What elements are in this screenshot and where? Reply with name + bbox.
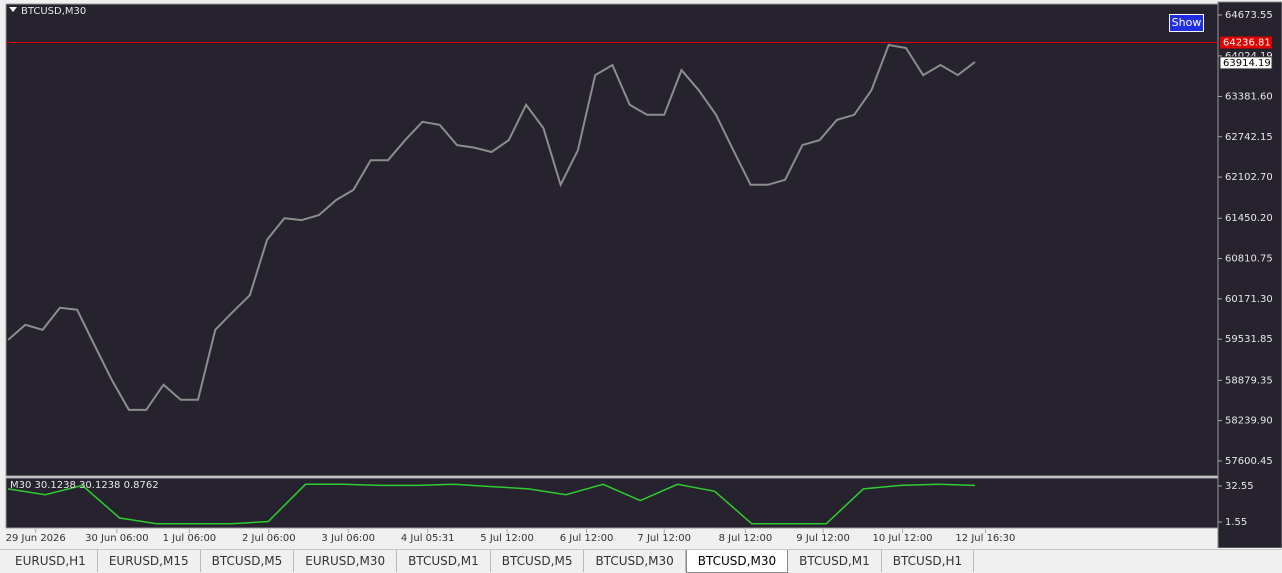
tab[interactable]: BTCUSD,M1	[397, 550, 491, 572]
title-arrow	[9, 7, 17, 12]
bid-label: 64236.81	[1223, 38, 1271, 49]
tab[interactable]: BTCUSD,M30	[685, 550, 789, 573]
tab-bar: EURUSD,H1 EURUSD,M15 BTCUSD,M5 EURUSD,M30 BT…	[0, 549, 1282, 573]
tab[interactable]: EURUSD,H1	[4, 550, 98, 572]
tab[interactable]: BTCUSD,M30	[584, 550, 686, 572]
x-tick-label: 9 Jul 12:00	[796, 533, 850, 544]
x-tick-label: 6 Jul 12:00	[560, 533, 614, 544]
x-tick-label: 8 Jul 12:00	[719, 533, 773, 544]
plot-area	[5, 477, 1219, 529]
y-tick-label: 61450.20	[1225, 213, 1273, 224]
last-label-box	[1219, 56, 1273, 70]
show-button[interactable]: Show	[1169, 14, 1204, 32]
x-tick-label: 1 Jul 06:00	[163, 533, 217, 544]
x-tick-label: 2 Jul 06:00	[242, 533, 296, 544]
y-tick-label: 57600.45	[1225, 456, 1273, 467]
tab[interactable]: EURUSD,M30	[294, 550, 398, 572]
x-tick-label: 5 Jul 12:00	[480, 533, 534, 544]
y-tick-label: 59531.85	[1225, 334, 1273, 345]
tab[interactable]: BTCUSD,M5	[201, 550, 295, 572]
y-tick-label: 64673.55	[1225, 10, 1273, 21]
x-tick-label: 3 Jul 06:00	[321, 533, 375, 544]
tab[interactable]: BTCUSD,M1	[788, 550, 882, 572]
x-tick-label: 30 Jun 06:00	[85, 533, 149, 544]
y-tick-label: 58239.90	[1225, 416, 1273, 427]
x-tick-label: 4 Jul 05:31	[401, 533, 455, 544]
axis-panel	[1217, 1, 1282, 548]
x-tick-label: 7 Jul 12:00	[637, 533, 691, 544]
y-tick-label: 1.55	[1225, 517, 1247, 528]
price-line	[7, 483, 976, 525]
y-tick-label: 60810.75	[1225, 254, 1273, 265]
chart-title: M30 30.1238 30.1238 0.8762	[10, 480, 159, 491]
x-tick-label: 10 Jul 12:00	[873, 533, 933, 544]
tab[interactable]: EURUSD,M15	[98, 550, 201, 572]
y-tick-label: 58879.35	[1225, 375, 1273, 386]
bid-label-box	[1220, 36, 1272, 49]
y-tick-label: 32.55	[1225, 481, 1254, 492]
terminal-chart: 64673.5564024.1963381.6062742.1562102.70…	[5, 1, 1282, 548]
y-tick-label: 60171.30	[1225, 294, 1273, 305]
x-tick-label: 12 Jul 16:30	[955, 533, 1015, 544]
y-tick-label: 62102.70	[1225, 172, 1273, 183]
tab[interactable]: BTCUSD,M5	[491, 550, 585, 572]
x-tick-label: 29 Jun 2026	[6, 533, 66, 544]
y-tick-label: 63381.60	[1225, 91, 1273, 102]
price-line	[7, 43, 976, 411]
chart-title: BTCUSD,M30	[21, 6, 86, 17]
last-label: 63914.19	[1223, 58, 1271, 69]
y-tick-label: 62742.15	[1225, 132, 1273, 143]
plot-area	[5, 3, 1219, 477]
tab[interactable]: BTCUSD,H1	[882, 550, 975, 572]
